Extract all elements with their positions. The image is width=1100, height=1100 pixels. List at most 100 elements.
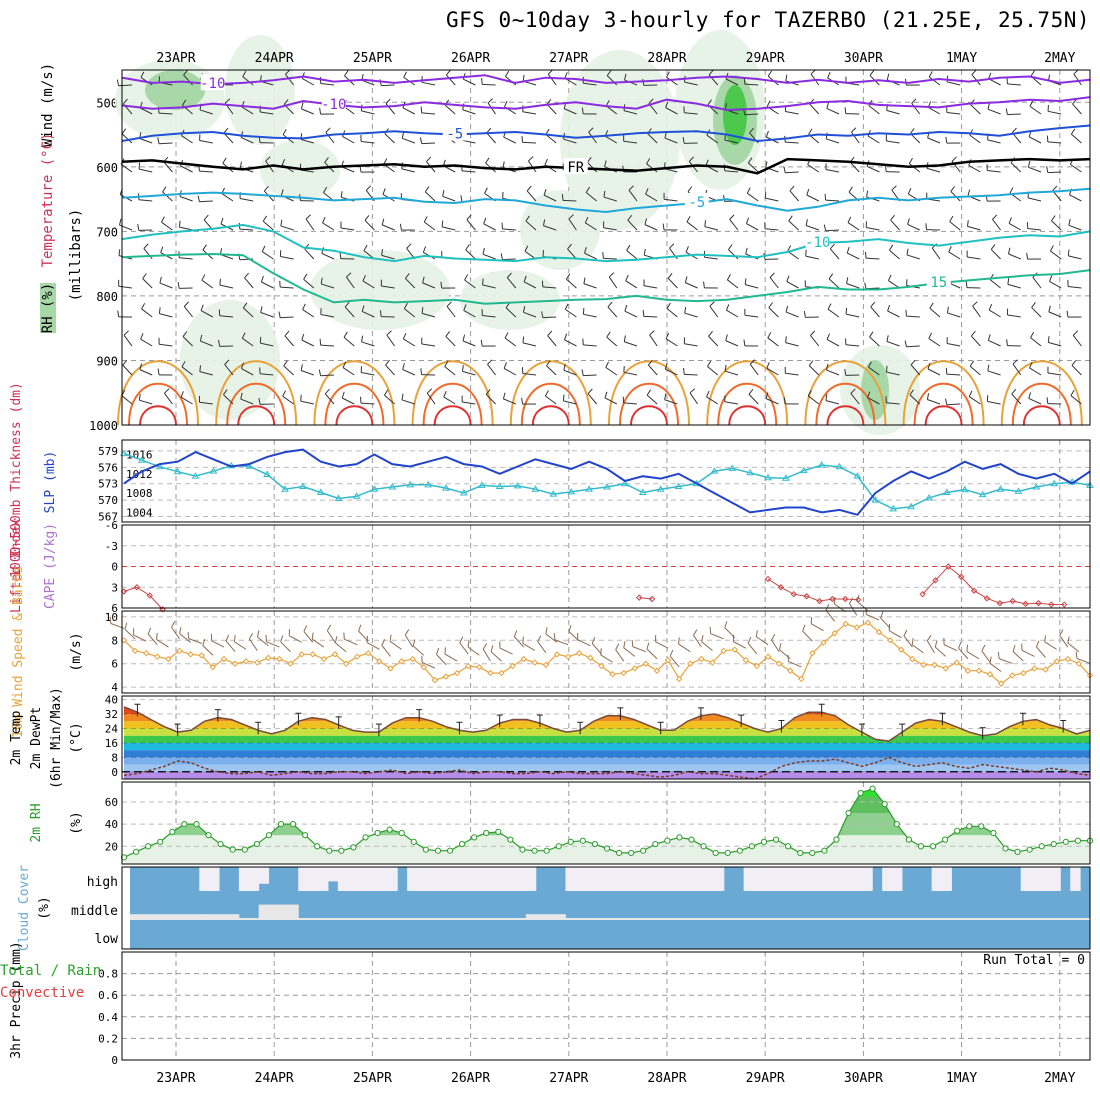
- side-label-2m-dewpt: 2m DewPt: [29, 707, 44, 770]
- thickness-point: [388, 483, 397, 490]
- thickness-point: [567, 487, 576, 495]
- temp-band: [124, 706, 1090, 707]
- wind-barb: [905, 309, 920, 318]
- isotherm-line: [121, 124, 1091, 143]
- warm-isotherm: [226, 382, 287, 426]
- wind-barb: [945, 367, 961, 376]
- wind-barb: [547, 330, 557, 347]
- wind-barb: [987, 133, 1001, 144]
- rh-2m-point: [374, 829, 381, 837]
- isotherm-label-bg: [563, 158, 588, 175]
- wind-barb: [201, 274, 214, 289]
- lifted-index-point: [146, 592, 153, 599]
- isotherm-label: -10: [200, 76, 225, 92]
- wind-tick-label: 6: [111, 658, 118, 671]
- rh-2m-point: [338, 847, 345, 854]
- thickness-point: [621, 479, 629, 487]
- wind-barb: [164, 388, 173, 405]
- thickness-point: [155, 462, 164, 470]
- cloud-high-gap: [347, 867, 359, 891]
- slp-tick-label: 1016: [126, 448, 153, 461]
- wind-barb: [140, 333, 153, 347]
- wind-barb: [401, 162, 415, 173]
- wind-barb: [829, 243, 840, 260]
- wind-barb: [282, 390, 294, 405]
- wind-barb: [810, 330, 820, 347]
- wind-10m-barb: [366, 635, 380, 650]
- wind-10m-point: [309, 651, 316, 658]
- panel-frame: [121, 781, 1091, 865]
- chart-title: GFS 0~10day 3-hourly for TAZERBO (21.25E…: [445, 8, 1090, 32]
- thickness-point: [925, 493, 933, 501]
- x-tick-label-bottom: 23APR: [156, 1071, 195, 1086]
- wind-10m-barb: [1012, 644, 1024, 662]
- thickness-point: [907, 502, 915, 510]
- wind-barb: [1051, 215, 1062, 231]
- warm-isotherm: [509, 360, 592, 426]
- cloud-high-gap: [486, 867, 497, 891]
- precip-tick-label: 0.6: [98, 989, 118, 1002]
- wind-10m-barb: [747, 636, 758, 655]
- wind-10m-barb: [693, 629, 702, 648]
- wind-barb: [1066, 310, 1082, 318]
- wind-barb: [870, 301, 880, 318]
- wind-barb: [344, 301, 355, 318]
- wind-10m-point: [587, 654, 594, 662]
- wind-barb: [624, 305, 638, 318]
- wind-barb: [1046, 397, 1062, 405]
- wind-barb: [567, 243, 577, 260]
- warm-isotherm: [313, 360, 396, 426]
- wind-barb: [199, 334, 213, 347]
- wind-barb: [239, 192, 254, 202]
- wind-10m-barb: [709, 626, 724, 640]
- wind-barb: [1047, 336, 1062, 347]
- wind-barb: [786, 275, 799, 289]
- wind-10m-barb: [778, 643, 791, 660]
- side-label-minmax: (6hr Min/Max): [49, 687, 64, 789]
- wind-barb: [909, 389, 921, 405]
- wind-barb: [122, 359, 133, 376]
- cloud-high-gap: [496, 867, 507, 891]
- wind-barb: [441, 251, 456, 260]
- wind-barb: [544, 390, 557, 405]
- wind-barb: [180, 159, 193, 173]
- wind-barb: [443, 390, 456, 405]
- side-label-convective: Convective: [0, 985, 84, 1001]
- wind-barb: [884, 165, 900, 173]
- rh-2m-point: [893, 821, 900, 828]
- wind-10m-point: [209, 664, 217, 671]
- wind-barb: [157, 137, 173, 145]
- wind-barb: [339, 252, 355, 260]
- wind-10m-barb: [934, 640, 946, 657]
- lifted-index-point: [1009, 597, 1016, 605]
- wind-barb: [565, 273, 577, 289]
- wind-barb: [807, 390, 820, 405]
- cloud-level-label: middle: [71, 904, 118, 919]
- wind-barb: [523, 275, 537, 289]
- temp-band: [124, 721, 1090, 729]
- wind-barb: [765, 392, 779, 405]
- wind-barb: [405, 273, 416, 289]
- wind-barb: [704, 220, 718, 231]
- wind-10m-point: [576, 649, 583, 657]
- wind-barb: [343, 331, 355, 347]
- wind-barb: [381, 218, 395, 231]
- temp-band: [124, 735, 1090, 743]
- cloud-mid-cell: [268, 904, 279, 919]
- wind-barb: [728, 244, 739, 260]
- warm-isotherm: [1000, 360, 1083, 426]
- wind-barb: [764, 222, 779, 231]
- rh-2m-point: [398, 829, 405, 837]
- wind-barb: [928, 332, 941, 347]
- wind-barb: [665, 101, 678, 115]
- wind-barb: [868, 361, 880, 376]
- lifted-index-line: [639, 597, 653, 600]
- wind-barb: [966, 220, 981, 231]
- wind-barb: [360, 396, 375, 405]
- cloud-mid-cell: [525, 914, 537, 919]
- wind-barb: [1005, 108, 1021, 116]
- wind-barb: [364, 215, 375, 231]
- wind-barb: [379, 79, 395, 87]
- wind-10m-barb: [787, 654, 802, 668]
- wind-barb: [769, 272, 779, 289]
